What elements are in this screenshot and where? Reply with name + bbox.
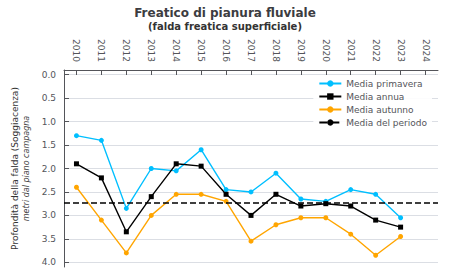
svg-text:4.0: 4.0 <box>42 257 57 267</box>
svg-text:2023: 2023 <box>396 39 406 62</box>
svg-text:2.5: 2.5 <box>42 187 56 197</box>
svg-text:2010: 2010 <box>71 39 81 62</box>
svg-text:0.5: 0.5 <box>42 93 56 103</box>
svg-text:0.0: 0.0 <box>42 70 57 80</box>
svg-text:2013: 2013 <box>146 39 156 62</box>
svg-text:3.5: 3.5 <box>42 234 56 244</box>
svg-text:Media annua: Media annua <box>346 92 404 102</box>
svg-text:Media del periodo: Media del periodo <box>346 118 427 128</box>
svg-text:2016: 2016 <box>221 39 231 62</box>
svg-text:2018: 2018 <box>271 39 281 62</box>
svg-text:Media primavera: Media primavera <box>346 79 422 89</box>
svg-text:(falda freatica superficiale): (falda freatica superficiale) <box>148 21 302 32</box>
svg-text:2020: 2020 <box>321 39 331 62</box>
svg-text:metri dal piano campagna: metri dal piano campagna <box>22 116 31 222</box>
svg-text:2015: 2015 <box>196 39 206 62</box>
svg-text:Media autunno: Media autunno <box>346 105 414 115</box>
svg-text:2017: 2017 <box>246 39 256 62</box>
svg-text:2019: 2019 <box>296 39 306 62</box>
svg-text:2021: 2021 <box>346 39 356 62</box>
svg-text:2.0: 2.0 <box>42 164 57 174</box>
svg-text:2022: 2022 <box>371 39 381 62</box>
svg-text:3.0: 3.0 <box>42 210 57 220</box>
svg-text:Freatico di pianura fluviale: Freatico di pianura fluviale <box>134 6 316 20</box>
svg-text:2011: 2011 <box>96 39 106 62</box>
svg-text:Profondità della falda (Soggia: Profondità della falda (Soggiacenza) <box>10 87 20 250</box>
svg-text:2014: 2014 <box>171 39 181 62</box>
svg-text:1.5: 1.5 <box>42 140 56 150</box>
svg-text:2012: 2012 <box>121 39 131 62</box>
svg-text:2024: 2024 <box>421 39 431 62</box>
svg-text:1.0: 1.0 <box>42 117 57 127</box>
